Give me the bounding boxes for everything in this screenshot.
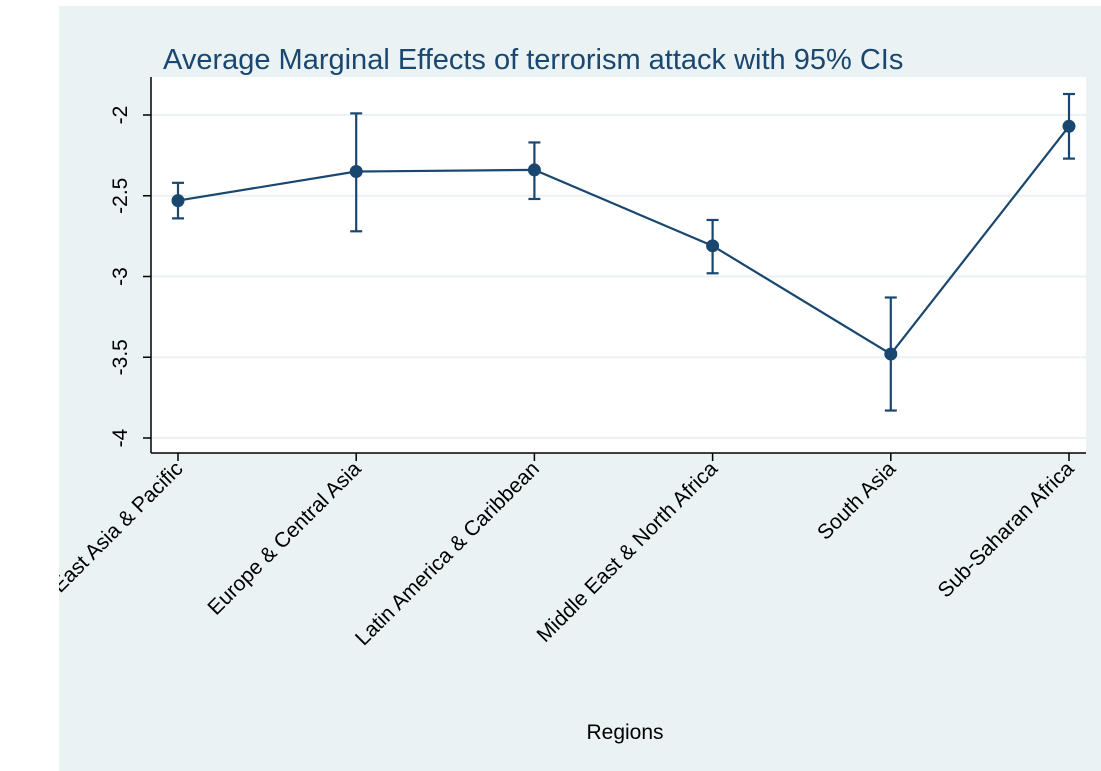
- data-point: [171, 194, 185, 208]
- data-point: [1062, 119, 1076, 133]
- series-line: [177, 125, 1070, 356]
- y-tick-label: -3.5: [109, 339, 132, 375]
- series-group: [171, 92, 1076, 412]
- data-point: [349, 165, 363, 179]
- chart-panel: Average Marginal Effects of terrorism at…: [59, 6, 1101, 771]
- y-tick-label: -4: [109, 428, 132, 447]
- data-point: [706, 239, 720, 253]
- y-axis: -2 -2.5 -3 -3.5 -4: [109, 106, 151, 447]
- gridlines: [151, 114, 1086, 439]
- chart: Average Marginal Effects of terrorism at…: [59, 6, 1101, 771]
- x-axis-title: Regions: [586, 721, 663, 744]
- y-tick-label: -2: [109, 106, 132, 125]
- y-tick-label: -3: [109, 267, 132, 286]
- data-point: [527, 163, 541, 177]
- data-point: [884, 347, 898, 361]
- plot-area: [151, 77, 1086, 453]
- y-tick-label: -2.5: [109, 178, 132, 214]
- chart-title: Average Marginal Effects of terrorism at…: [163, 44, 903, 76]
